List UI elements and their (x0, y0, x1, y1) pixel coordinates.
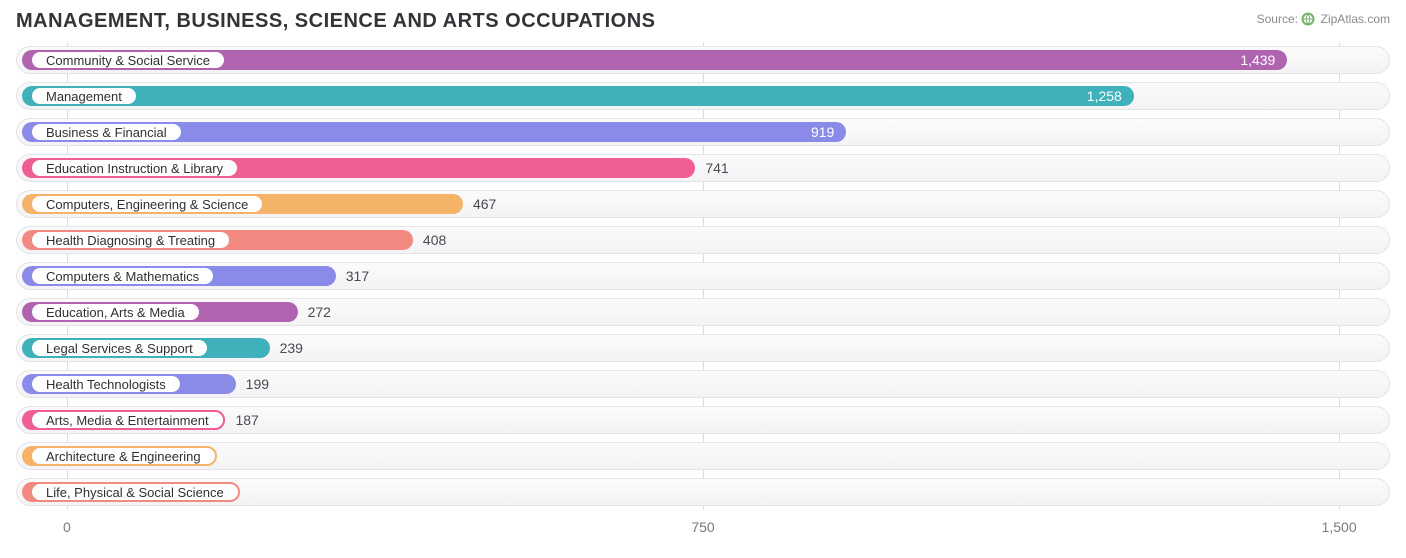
bar-row: Management1,258 (16, 79, 1390, 113)
bar-value-label: 199 (236, 374, 269, 394)
bar-row: Health Technologists 199 (16, 367, 1390, 401)
bar-row: Architecture & Engineering78 (16, 439, 1390, 473)
chart-title: MANAGEMENT, BUSINESS, SCIENCE AND ARTS O… (0, 0, 1406, 39)
category-pill: Life, Physical & Social Science (30, 482, 240, 502)
category-pill: Health Technologists (30, 374, 182, 394)
x-tick-label: 750 (691, 519, 714, 535)
bar-row: Community & Social Service1,439 (16, 43, 1390, 77)
chart-area: Community & Social Service1,439Managemen… (0, 39, 1406, 543)
category-pill: Architecture & Engineering (30, 446, 217, 466)
category-pill: Community & Social Service (30, 50, 226, 70)
source-label: Source: (1257, 12, 1298, 26)
bar-value-label: 272 (298, 302, 331, 322)
bar-row: Computers, Engineering & Science 467 (16, 187, 1390, 221)
category-pill: Education, Arts & Media (30, 302, 201, 322)
bar-value-label: 317 (336, 266, 369, 286)
x-tick-label: 0 (63, 519, 71, 535)
category-pill: Business & Financial (30, 122, 183, 142)
bar-row: Legal Services & Support 239 (16, 331, 1390, 365)
bar-track (16, 442, 1390, 470)
category-pill: Arts, Media & Entertainment (30, 410, 225, 430)
category-pill: Education Instruction & Library (30, 158, 239, 178)
category-pill: Management (30, 86, 138, 106)
source-logo-icon (1301, 12, 1315, 26)
bar-value-label: 239 (270, 338, 303, 358)
bar-row: Computers & Mathematics 317 (16, 259, 1390, 293)
x-axis: 0 750 1,500 (16, 513, 1390, 543)
bar-row: Education Instruction & Library 741 (16, 151, 1390, 185)
bar-row: Life, Physical & Social Science72 (16, 475, 1390, 509)
bar-row: Education, Arts & Media 272 (16, 295, 1390, 329)
bar-value-label: 408 (413, 230, 446, 250)
bar-row: Health Diagnosing & Treating 408 (16, 223, 1390, 257)
category-pill: Health Diagnosing & Treating (30, 230, 231, 250)
bar-value-label: 187 (225, 410, 258, 430)
category-pill: Computers, Engineering & Science (30, 194, 264, 214)
bar-row: Arts, Media & Entertainment187 (16, 403, 1390, 437)
x-tick-label: 1,500 (1322, 519, 1357, 535)
bar-value-label: 741 (695, 158, 728, 178)
bar-row: Business & Financial919 (16, 115, 1390, 149)
category-pill: Legal Services & Support (30, 338, 209, 358)
source-attribution: Source: ZipAtlas.com (1257, 12, 1390, 27)
bar-value-label: 1,258 (22, 86, 1134, 106)
category-pill: Computers & Mathematics (30, 266, 215, 286)
bar-value-label: 467 (463, 194, 496, 214)
plot-area: Community & Social Service1,439Managemen… (16, 43, 1390, 509)
source-name: ZipAtlas.com (1321, 12, 1390, 26)
